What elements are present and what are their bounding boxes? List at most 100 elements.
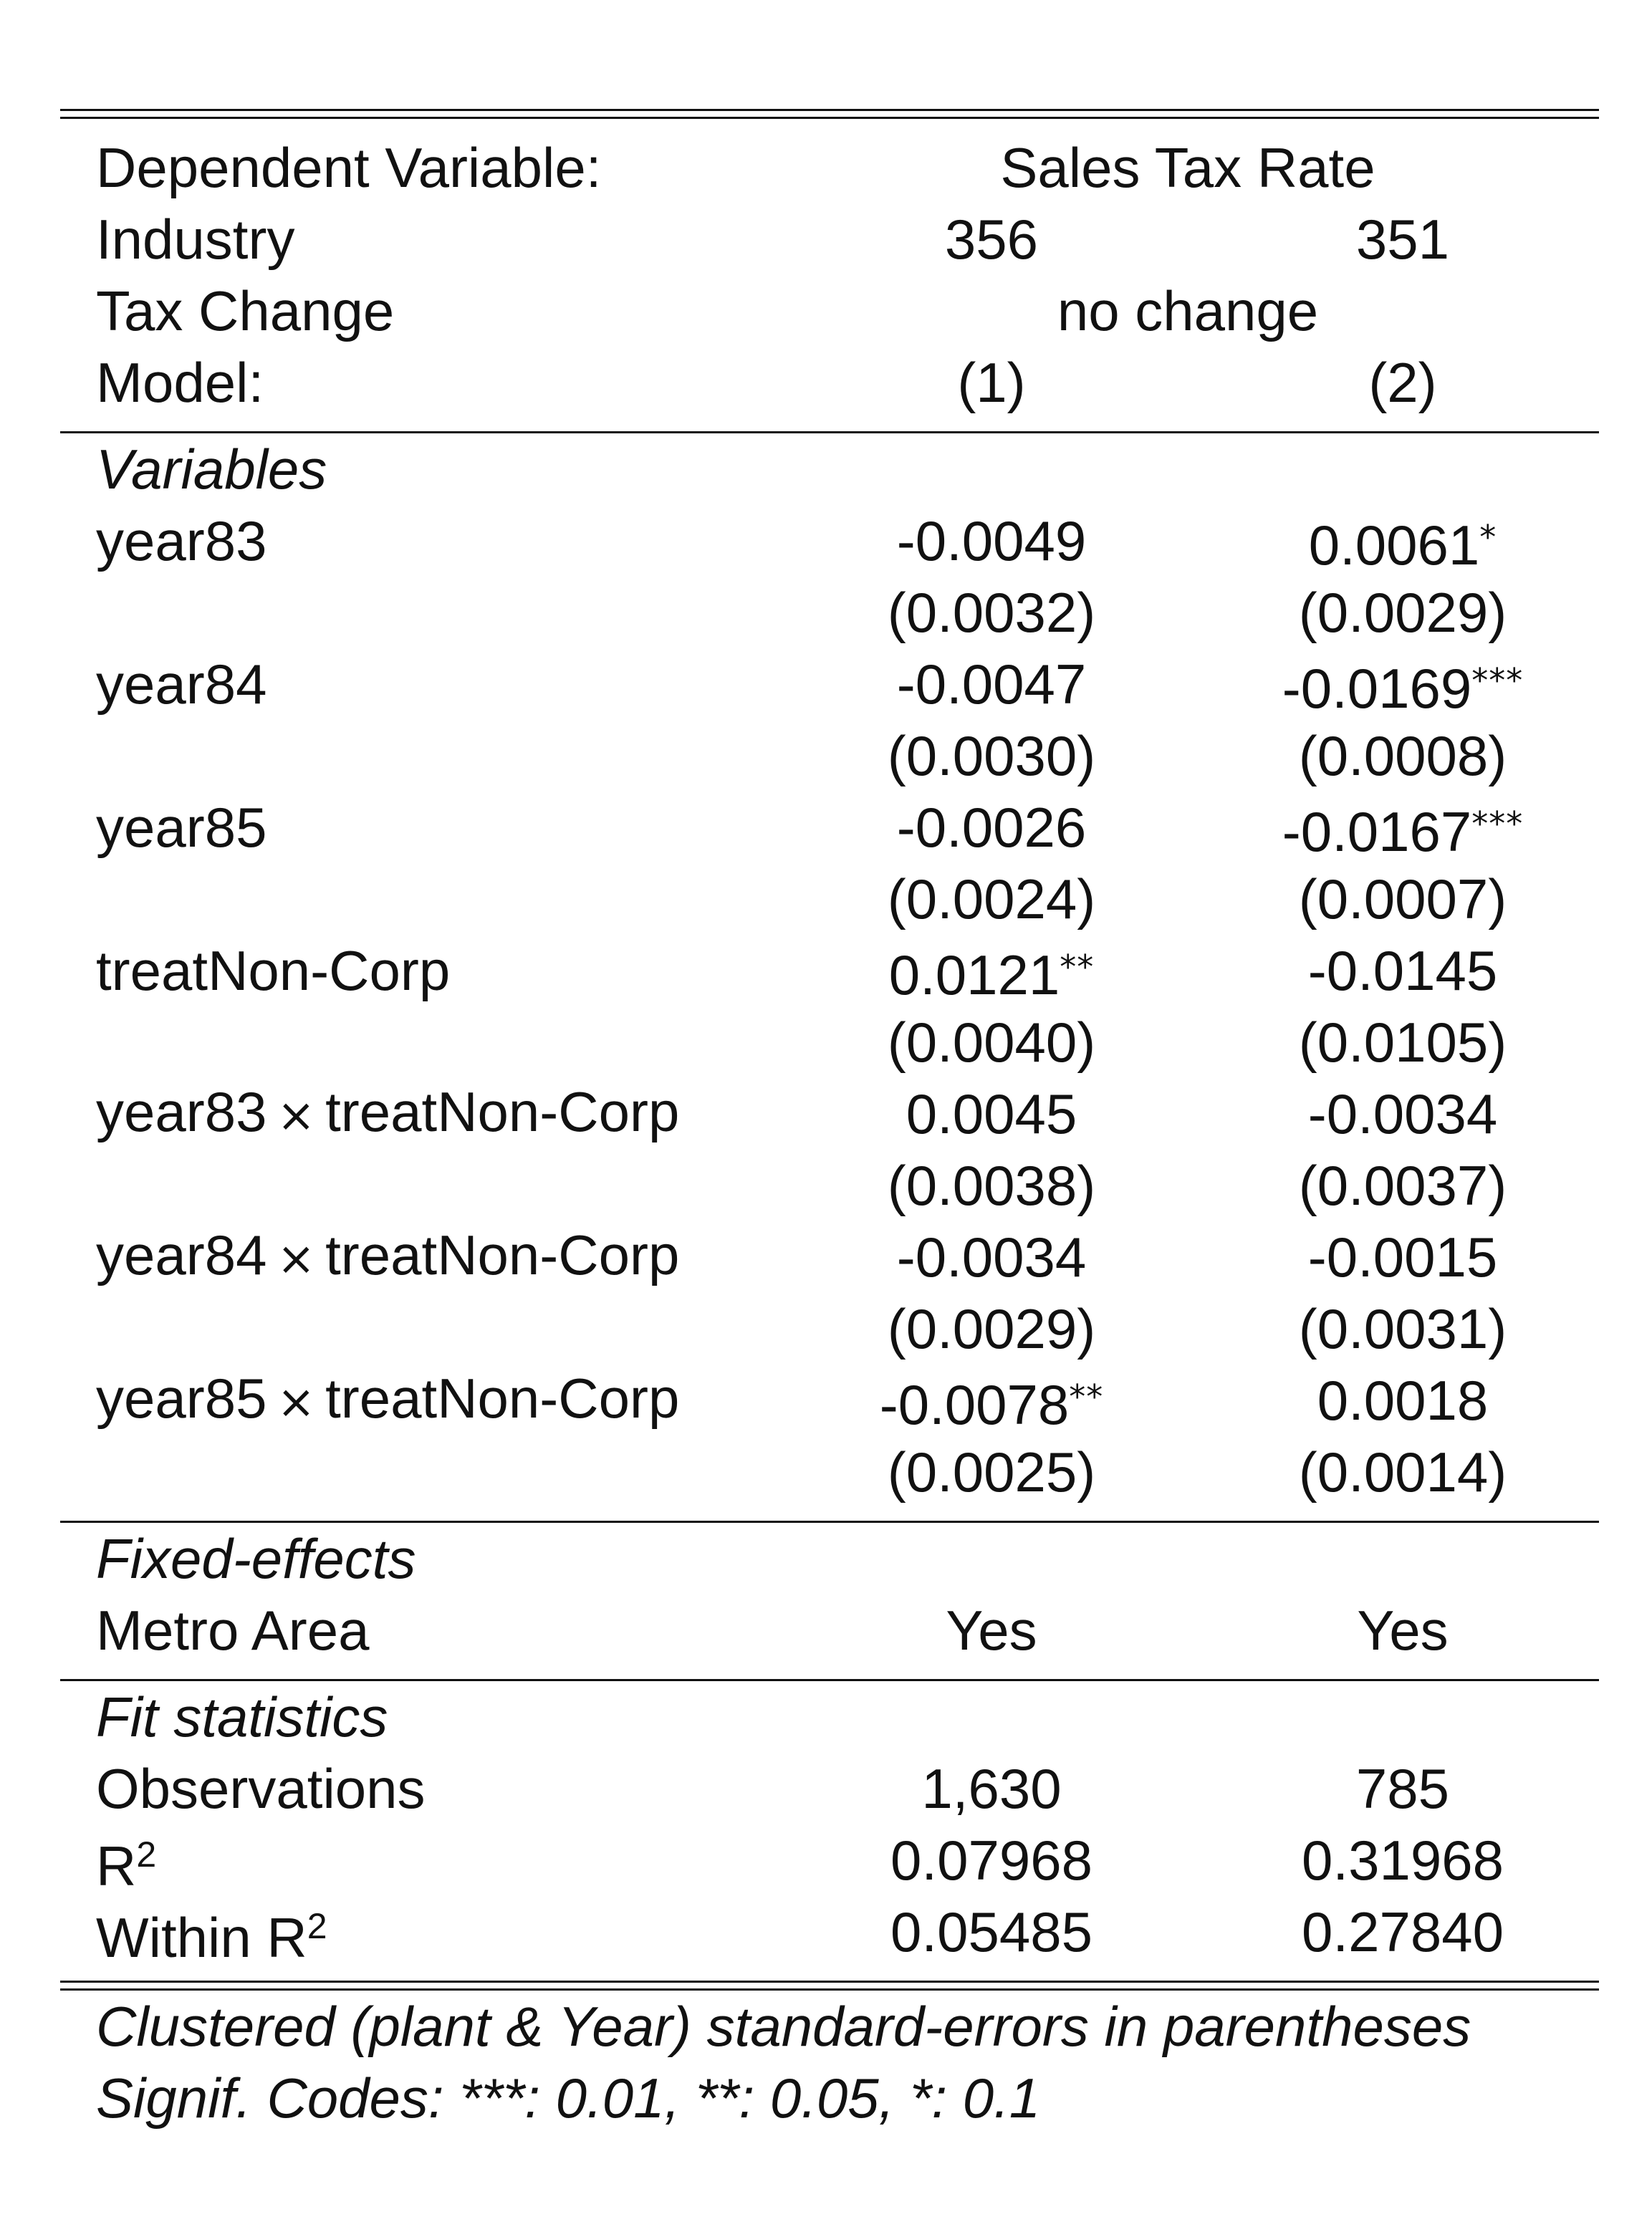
variable-name: year83 [96, 1080, 267, 1143]
fixed-effect-value-1: Yes [946, 1599, 1037, 1662]
tax-change-label: Tax Change [96, 279, 395, 342]
header-tax-change-row: Tax Change no change [60, 275, 1599, 347]
variable-label: year85 × treatNon-Corp [60, 1362, 777, 1438]
r2-value-2: 0.31968 [1302, 1829, 1504, 1892]
model-label: Model: [96, 351, 264, 414]
coefficient-value: -0.0026 [896, 796, 1087, 859]
table-notes: Clustered (plant & Year) standard-errors… [60, 1991, 1599, 2134]
variable-name: year84 [96, 653, 267, 716]
interaction-term: treatNon-Corp [325, 1080, 680, 1143]
coefficient-cell: -0.0026 [777, 792, 1206, 863]
table-row: Metro Area Yes Yes [60, 1594, 1599, 1666]
coefficient-value: 0.0061 [1308, 513, 1480, 577]
r2-value-1: 0.07968 [890, 1829, 1092, 1892]
within-r2-value-2: 0.27840 [1302, 1900, 1504, 1963]
table-row: year84 × treatNon-Corp -0.0034 -0.0015 [60, 1221, 1599, 1293]
coefficient-value: -0.0034 [896, 1226, 1087, 1289]
variable-name: year83 [96, 509, 267, 572]
variable-name: year84 [96, 1223, 267, 1286]
fixed-effects-section-row: Fixed-effects [60, 1523, 1599, 1594]
coefficient-value: -0.0078 [879, 1372, 1070, 1436]
table-row: (0.0032) (0.0029) [60, 577, 1599, 648]
header-industry-row: Industry 356 351 [60, 203, 1599, 275]
times-symbol: × [277, 1089, 316, 1142]
coefficient-cell: 0.0121** [777, 931, 1206, 1011]
bottom-double-rule [60, 1981, 1599, 1991]
notes-clustered-se: Clustered (plant & Year) standard-errors… [96, 1995, 1471, 2058]
variables-section-title: Variables [96, 438, 327, 501]
fit-statistics-section-title: Fit statistics [96, 1685, 388, 1748]
standard-error-value: (0.0029) [887, 1297, 1096, 1360]
coefficient-cell: -0.0145 [1206, 935, 1599, 1006]
coefficient-value: -0.0169 [1282, 656, 1472, 720]
header-dependent-variable-row: Dependent Variable: Sales Tax Rate [60, 132, 1599, 203]
table-row: year83 × treatNon-Corp 0.0045 -0.0034 [60, 1078, 1599, 1150]
observations-value-1: 1,630 [921, 1757, 1062, 1820]
industry-value-1: 356 [944, 208, 1039, 271]
standard-error-value: (0.0031) [1298, 1297, 1507, 1360]
variable-label: treatNon-Corp [60, 935, 777, 1006]
variables-rows: year83 -0.0049 0.0061* (0.0032) (0.0029) year… [60, 505, 1599, 1508]
variable-name: year85 [96, 796, 267, 859]
tax-change-value: no change [1057, 279, 1319, 342]
dependent-variable-value: Sales Tax Rate [1000, 136, 1375, 199]
standard-error-value: (0.0014) [1298, 1440, 1507, 1504]
coefficient-value: -0.0047 [896, 653, 1087, 716]
r2-superscript: 2 [136, 1834, 157, 1875]
table-row: year84 -0.0047 -0.0169*** [60, 648, 1599, 720]
interaction-term: treatNon-Corp [325, 1223, 680, 1286]
variables-section-row: Variables [60, 433, 1599, 505]
times-symbol: × [277, 1376, 316, 1429]
coefficient-value: -0.0049 [896, 509, 1087, 572]
table-row: year83 -0.0049 0.0061* [60, 505, 1599, 577]
times-symbol: × [277, 1233, 316, 1286]
standard-error-value: (0.0040) [887, 1011, 1096, 1074]
within-r2-label-text: Within R [96, 1906, 307, 1969]
table-row: (0.0024) (0.0007) [60, 863, 1599, 935]
top-double-rule [60, 109, 1599, 119]
coefficient-value: -0.0145 [1307, 939, 1498, 1002]
coefficient-cell: -0.0034 [1206, 1078, 1599, 1150]
coefficient-value: 0.0018 [1317, 1369, 1489, 1432]
fixed-effect-label: Metro Area [96, 1599, 370, 1662]
notes-signif-codes: Signif. Codes: ***: 0.01, **: 0.05, *: 0… [96, 2067, 1041, 2130]
variable-name: treatNon-Corp [96, 939, 451, 1002]
significance-stars: *** [1471, 660, 1524, 700]
table-row: (0.0030) (0.0008) [60, 720, 1599, 792]
model-value-1: (1) [957, 351, 1026, 414]
table-row: (0.0038) (0.0037) [60, 1150, 1599, 1221]
variable-label: year84 [60, 648, 777, 720]
significance-stars: ** [1069, 1377, 1104, 1416]
r2-label-text: R [96, 1834, 137, 1897]
coefficient-value: -0.0034 [1307, 1082, 1498, 1145]
interaction-term: treatNon-Corp [325, 1367, 680, 1430]
within-r2-label: Within R2 [60, 1890, 777, 1973]
table-row: treatNon-Corp 0.0121** -0.0145 [60, 935, 1599, 1006]
fixed-effect-value-2: Yes [1357, 1599, 1449, 1662]
table-row: Observations 1,630 785 [60, 1753, 1599, 1824]
standard-error-value: (0.0007) [1298, 867, 1507, 930]
table-row: (0.0025) (0.0014) [60, 1436, 1599, 1508]
standard-error-value: (0.0025) [887, 1440, 1096, 1504]
variable-name: year85 [96, 1367, 267, 1430]
table-row: (0.0029) (0.0031) [60, 1293, 1599, 1365]
coefficient-cell: 0.0018 [1206, 1365, 1599, 1436]
coefficient-cell: 0.0061* [1206, 501, 1599, 581]
standard-error-value: (0.0038) [887, 1154, 1096, 1217]
significance-stars: ** [1060, 947, 1095, 986]
coefficient-cell: -0.0015 [1206, 1221, 1599, 1293]
table-row: R2 0.07968 0.31968 [60, 1824, 1599, 1897]
r2-label: R2 [60, 1819, 777, 1902]
within-r2-value-1: 0.05485 [890, 1900, 1092, 1963]
coefficient-cell: 0.0045 [777, 1078, 1206, 1150]
observations-value-2: 785 [1355, 1757, 1450, 1820]
coefficient-cell: -0.0034 [777, 1221, 1206, 1293]
within-r2-superscript: 2 [307, 1906, 327, 1946]
observations-label: Observations [96, 1757, 426, 1820]
variable-label: year85 [60, 792, 777, 863]
coefficient-value: -0.0015 [1307, 1226, 1498, 1289]
standard-error-value: (0.0029) [1298, 581, 1507, 644]
standard-error-value: (0.0032) [887, 581, 1096, 644]
header-model-row: Model: (1) (2) [60, 347, 1599, 418]
standard-error-value: (0.0024) [887, 867, 1096, 930]
